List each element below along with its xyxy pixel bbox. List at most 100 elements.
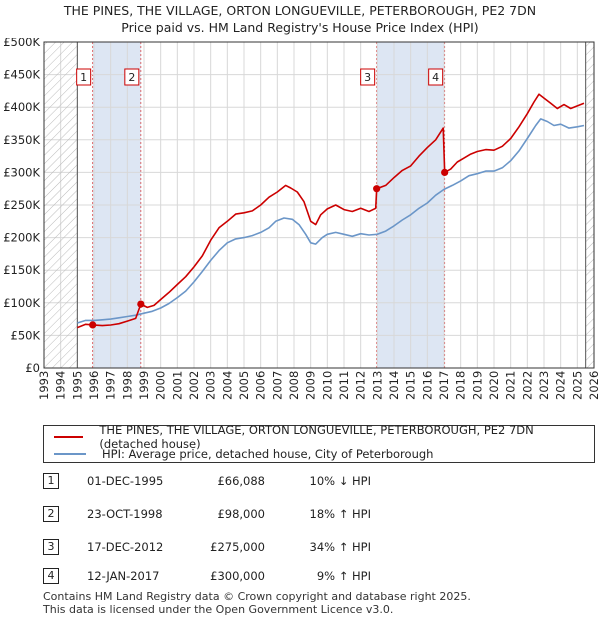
hatched-regions [44, 42, 594, 368]
sale-label-text: 2 [128, 71, 135, 84]
y-axis-ticks: £0 £50K £100K £150K £200K £250K £300K £350K £400… [3, 38, 40, 375]
x-tick-label: 2015 [404, 371, 418, 400]
hatched-region-start [44, 42, 78, 368]
y-tick-label: £50K [11, 328, 41, 342]
legend-property-label: THE PINES, THE VILLAGE, ORTON LONGUEVILL… [99, 423, 534, 451]
sale-number: 1 [43, 473, 59, 489]
sale-row: 2 23-OCT-1998 £98,000 18% ↑ HPI [43, 506, 600, 528]
x-tick-label: 2014 [387, 371, 401, 400]
footer: Contains HM Land Registry data © Crown c… [43, 590, 471, 616]
sale-point [441, 168, 449, 176]
sale-price: £275,000 [210, 540, 265, 554]
x-tick-label: 2019 [470, 371, 484, 400]
sale-hpi-diff: 10% ↓ HPI [309, 474, 371, 488]
sale-number: 3 [43, 539, 59, 555]
y-tick-label: £400K [3, 100, 40, 114]
legend-hpi-label: HPI: Average price, detached house, City… [102, 447, 434, 461]
sale-date: 23-OCT-1998 [87, 507, 163, 521]
y-tick-label: £500K [3, 38, 40, 49]
x-tick-label: 2025 [570, 371, 584, 400]
x-tick-label: 2012 [354, 371, 368, 400]
sale-number: 2 [43, 506, 59, 522]
sale-hpi-diff: 34% ↑ HPI [309, 540, 371, 554]
x-tick-label: 2000 [154, 371, 168, 400]
sale-date: 17-DEC-2012 [87, 540, 164, 554]
x-axis-ticks: 1993 1994 1995 1996 1997 1998 1999 2000 2001 2002… [37, 371, 600, 400]
x-tick-label: 2017 [437, 371, 451, 400]
x-tick-label: 2011 [337, 371, 351, 400]
x-tick-label: 2021 [504, 371, 518, 400]
y-tick-label: £450K [3, 68, 40, 82]
sale-point [89, 321, 97, 329]
y-tick-label: £200K [3, 231, 40, 245]
x-tick-label: 2002 [187, 371, 201, 400]
legend-hpi-swatch [54, 453, 86, 455]
sale-point [373, 185, 381, 193]
y-tick-label: £250K [3, 198, 40, 212]
sale-number: 4 [43, 568, 59, 584]
sale-date: 01-DEC-1995 [87, 474, 164, 488]
x-tick-label: 2010 [320, 371, 334, 400]
property-price-line [77, 93, 585, 329]
sale-point [137, 300, 145, 308]
x-tick-label: 2013 [370, 371, 384, 400]
sale-label-text: 4 [432, 71, 439, 84]
x-tick-label: 2004 [220, 371, 234, 400]
x-tick-label: 2001 [170, 371, 184, 400]
x-tick-label: 2026 [587, 371, 600, 400]
footer-copyright: Contains HM Land Registry data © Crown c… [43, 590, 471, 603]
x-tick-label: 1996 [87, 371, 101, 400]
x-tick-label: 2024 [554, 371, 568, 400]
x-tick-label: 2007 [270, 371, 284, 400]
sale-date: 12-JAN-2017 [87, 569, 160, 583]
sale-label-box [76, 68, 92, 86]
sale-label-text: 1 [80, 71, 87, 84]
sale-markers: 1 2 3 4 [76, 68, 449, 329]
title-line-1: THE PINES, THE VILLAGE, ORTON LONGUEVILL… [63, 3, 537, 18]
footer-licence: This data is licensed under the Open Gov… [43, 603, 394, 616]
x-tick-label: 1994 [54, 371, 68, 400]
sale-price: £300,000 [210, 569, 265, 583]
sale-price: £66,088 [217, 474, 265, 488]
sale-price: £98,000 [217, 507, 265, 521]
sale-label-box [428, 68, 444, 86]
hatched-region-end [585, 42, 594, 368]
series-lines [77, 93, 585, 329]
x-tick-label: 2005 [237, 371, 251, 400]
x-tick-label: 1997 [104, 371, 118, 400]
x-tick-label: 1995 [70, 371, 84, 400]
sale-hpi-diff: 9% ↑ HPI [316, 569, 371, 583]
y-tick-label: £150K [3, 263, 40, 277]
sale-label-box [124, 68, 140, 86]
hpi-line [77, 118, 585, 324]
price-chart: 1 2 3 4 £0 £50K £100K £150K £200K £250K £300K £350… [3, 38, 600, 400]
sale-hpi-diff: 18% ↑ HPI [309, 507, 371, 521]
x-tick-label: 2009 [304, 371, 318, 400]
sale-row: 1 01-DEC-1995 £66,088 10% ↓ HPI [43, 473, 600, 495]
x-tick-label: 1998 [120, 371, 134, 400]
x-tick-label: 2022 [520, 371, 534, 400]
x-tick-label: 2020 [487, 371, 501, 400]
x-tick-label: 2006 [254, 371, 268, 400]
legend-property-swatch [54, 436, 84, 438]
title-line-2: Price paid vs. HM Land Registry's House … [121, 20, 479, 35]
y-tick-label: £0 [25, 361, 40, 375]
chart-title: THE PINES, THE VILLAGE, ORTON LONGUEVILL… [0, 2, 600, 36]
x-tick-label: 2023 [537, 371, 551, 400]
x-tick-label: 1993 [37, 371, 51, 400]
y-tick-label: £100K [3, 296, 40, 310]
legend: THE PINES, THE VILLAGE, ORTON LONGUEVILL… [43, 423, 595, 463]
sale-row: 4 12-JAN-2017 £300,000 9% ↑ HPI [43, 568, 600, 590]
sale-label-text: 3 [364, 71, 371, 84]
y-tick-label: £350K [3, 133, 40, 147]
x-tick-label: 2016 [420, 371, 434, 400]
x-tick-label: 2008 [287, 371, 301, 400]
y-tick-label: £300K [3, 165, 40, 179]
plot-frame [43, 41, 595, 369]
x-tick-label: 2003 [204, 371, 218, 400]
grid-lines [43, 41, 595, 369]
legend-property: THE PINES, THE VILLAGE, ORTON LONGUEVILL… [44, 423, 594, 451]
sale-row: 3 17-DEC-2012 £275,000 34% ↑ HPI [43, 539, 600, 561]
x-tick-label: 2018 [454, 371, 468, 400]
sale-label-box [360, 68, 376, 86]
